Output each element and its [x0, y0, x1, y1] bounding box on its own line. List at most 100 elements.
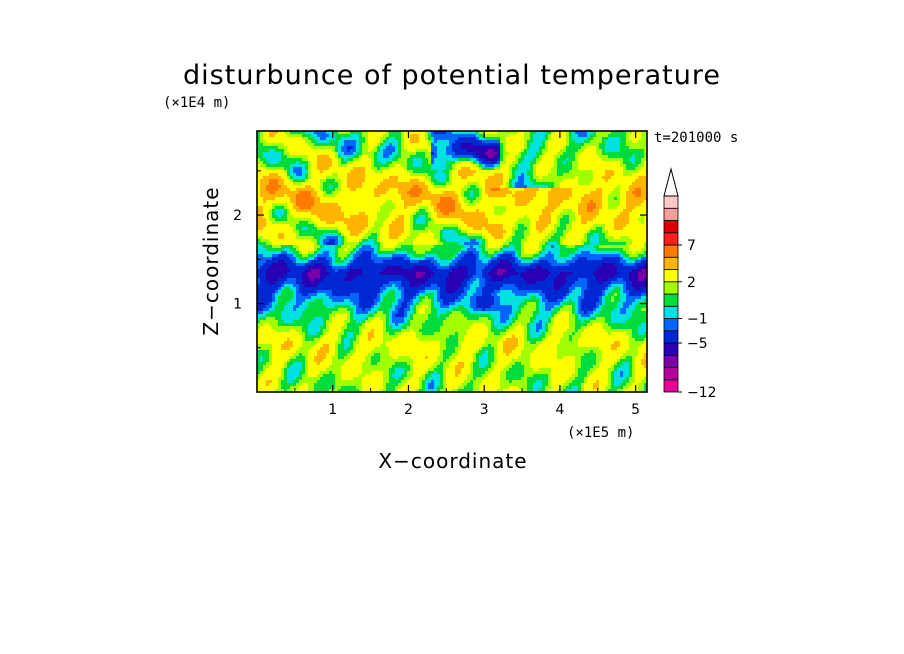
heatmap-cell	[521, 149, 525, 153]
heatmap-cell	[539, 137, 543, 141]
heatmap-cell	[620, 182, 624, 186]
heatmap-cell	[371, 212, 375, 216]
heatmap-cell	[314, 134, 318, 138]
heatmap-cell	[536, 149, 540, 153]
heatmap-cell	[485, 239, 489, 243]
heatmap-cell	[308, 149, 312, 153]
heatmap-cell	[383, 233, 387, 237]
heatmap-cell	[476, 164, 480, 168]
heatmap-cell	[512, 131, 516, 135]
heatmap-cell	[503, 182, 507, 186]
heatmap-cell	[497, 173, 501, 177]
heatmap-cell	[620, 242, 624, 246]
heatmap-cell	[551, 215, 555, 219]
heatmap-cell	[593, 134, 597, 138]
heatmap-cell	[359, 239, 363, 243]
heatmap-cell	[476, 242, 480, 246]
heatmap-cell	[623, 197, 627, 201]
heatmap-cell	[455, 242, 459, 246]
heatmap-cell	[485, 167, 489, 171]
heatmap-cell	[296, 167, 300, 171]
heatmap-cell	[551, 131, 555, 135]
heatmap-cell	[605, 176, 609, 180]
heatmap-cell	[434, 182, 438, 186]
heatmap-cell	[596, 170, 600, 174]
heatmap-cell	[587, 206, 591, 210]
heatmap-cell	[347, 140, 351, 144]
heatmap-cell	[581, 164, 585, 168]
heatmap-cell	[623, 230, 627, 234]
heatmap-cell	[293, 224, 297, 228]
heatmap-cell	[596, 200, 600, 204]
heatmap-cell	[359, 164, 363, 168]
heatmap-cell	[545, 206, 549, 210]
heatmap-cell	[632, 158, 636, 162]
heatmap-cell	[626, 206, 630, 210]
heatmap-cell	[479, 203, 483, 207]
heatmap-cell	[602, 239, 606, 243]
heatmap-cell	[404, 245, 408, 249]
heatmap-cell	[488, 146, 492, 150]
heatmap-cell	[365, 146, 369, 150]
heatmap-cell	[590, 200, 594, 204]
heatmap-cell	[611, 185, 615, 189]
heatmap-cell	[605, 155, 609, 159]
heatmap-cell	[323, 200, 327, 204]
heatmap-cell	[404, 206, 408, 210]
heatmap-cell	[284, 179, 288, 183]
heatmap-cell	[512, 167, 516, 171]
heatmap-cell	[491, 227, 495, 231]
heatmap-cell	[323, 215, 327, 219]
heatmap-cell	[278, 224, 282, 228]
heatmap-cell	[575, 167, 579, 171]
heatmap-cell	[419, 212, 423, 216]
heatmap-cell	[275, 203, 279, 207]
heatmap-cell	[500, 164, 504, 168]
heatmap-cell	[464, 197, 468, 201]
heatmap-cell	[584, 161, 588, 165]
heatmap-cell	[320, 209, 324, 213]
heatmap-cell	[581, 179, 585, 183]
heatmap-cell	[530, 185, 534, 189]
heatmap-cell	[386, 158, 390, 162]
heatmap-cell	[560, 203, 564, 207]
heatmap-cell	[434, 131, 438, 135]
heatmap-cell	[419, 152, 423, 156]
heatmap-cell	[497, 179, 501, 183]
heatmap-cell	[602, 131, 606, 135]
heatmap-cell	[284, 194, 288, 198]
heatmap-cell	[356, 206, 360, 210]
heatmap-cell	[449, 137, 453, 141]
heatmap-cell	[605, 197, 609, 201]
heatmap-cell	[641, 236, 645, 240]
heatmap-cell	[323, 173, 327, 177]
heatmap-cell	[584, 140, 588, 144]
heatmap-cell	[470, 212, 474, 216]
heatmap-cell	[488, 191, 492, 195]
heatmap-cell	[512, 170, 516, 174]
heatmap-cell	[269, 227, 273, 231]
heatmap-cell	[590, 137, 594, 141]
heatmap-cell	[380, 167, 384, 171]
heatmap-cell	[548, 230, 552, 234]
heatmap-cell	[320, 176, 324, 180]
heatmap-cell	[401, 194, 405, 198]
heatmap-cell	[626, 203, 630, 207]
heatmap-cell	[578, 188, 582, 192]
heatmap-cell	[518, 203, 522, 207]
heatmap-cell	[356, 215, 360, 219]
heatmap-cell	[290, 185, 294, 189]
heatmap-cell	[296, 230, 300, 234]
heatmap-cell	[311, 131, 315, 135]
heatmap-cell	[410, 140, 414, 144]
heatmap-cell	[389, 164, 393, 168]
heatmap-cell	[491, 242, 495, 246]
heatmap-cell	[632, 143, 636, 147]
heatmap-cell	[500, 146, 504, 150]
heatmap-cell	[509, 227, 513, 231]
heatmap-cell	[395, 176, 399, 180]
heatmap-cell	[401, 185, 405, 189]
heatmap-cell	[644, 209, 648, 213]
heatmap-cell	[599, 218, 603, 222]
heatmap-cell	[584, 164, 588, 168]
